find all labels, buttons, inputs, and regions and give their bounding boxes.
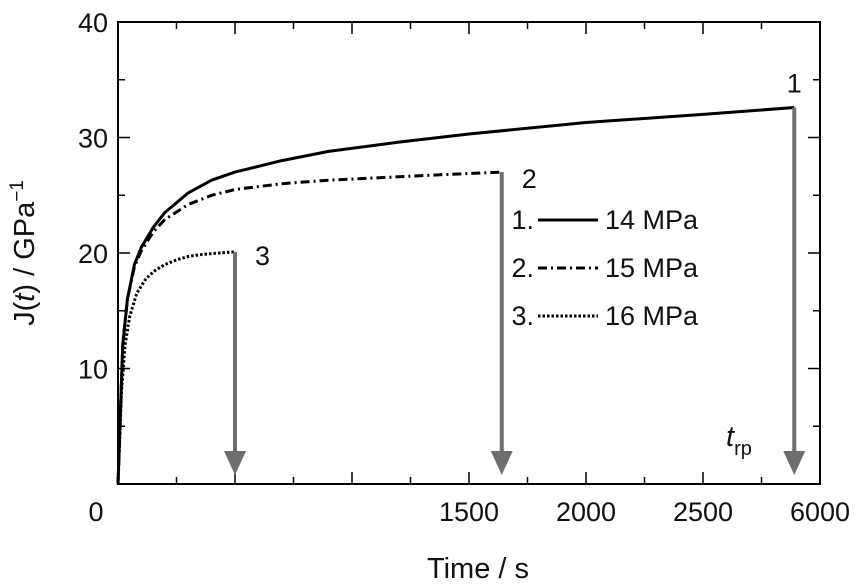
rupture-time-label-sub: rp [734, 438, 752, 460]
series-end-label: 2 [522, 164, 537, 194]
y-axis-title-pre: J( [9, 301, 41, 326]
series-end-label: 1 [787, 68, 802, 98]
y-axis-title: J(t) / GPa−1 [7, 180, 41, 326]
legend-label: 14 MPa [605, 205, 699, 235]
y-tick-label: 10 [78, 355, 108, 385]
y-axis-title-var: t [9, 292, 41, 302]
legend-number: 3. [511, 301, 534, 331]
rupture-time-label-main: t [726, 421, 736, 453]
rupture-arrow-head [490, 451, 513, 475]
x-tick-label: 2000 [556, 497, 616, 527]
x-axis-title: Time / s [427, 553, 529, 585]
y-axis-title-sup: −1 [7, 180, 28, 202]
legend: 1. 14 MPa 2. 15 MPa 3. 16 MPa [511, 205, 699, 331]
y-tick-label: 20 [78, 239, 108, 269]
y-axis-ticks: 10 20 30 40 [78, 8, 820, 427]
series-end-labels: 1 2 3 [255, 68, 802, 270]
legend-label: 15 MPa [605, 253, 699, 283]
y-tick-label: 30 [78, 124, 108, 154]
rupture-arrow-head [783, 451, 806, 475]
rupture-time-label: trp [726, 421, 752, 460]
x-tick-label: 6000 [790, 497, 850, 527]
rupture-arrow-head [224, 451, 246, 475]
x-axis-ticks: 0 1500 2000 2500 6000 [88, 22, 850, 527]
series-line-16-mpa [116, 250, 236, 485]
series-end-label: 3 [255, 241, 270, 271]
x-tick-label: 0 [88, 497, 103, 527]
series-line-14-mpa [116, 106, 795, 485]
series-line-15-mpa [116, 170, 502, 485]
y-axis-title-post: ) / GPa [9, 201, 41, 294]
y-tick-label: 40 [78, 8, 108, 38]
legend-label: 16 MPa [605, 301, 699, 331]
x-tick-label: 1500 [439, 497, 499, 527]
data-curves [116, 106, 795, 485]
x-tick-label: 2500 [673, 497, 733, 527]
rupture-arrows [224, 107, 806, 475]
legend-number: 2. [511, 253, 534, 283]
legend-number: 1. [511, 205, 534, 235]
